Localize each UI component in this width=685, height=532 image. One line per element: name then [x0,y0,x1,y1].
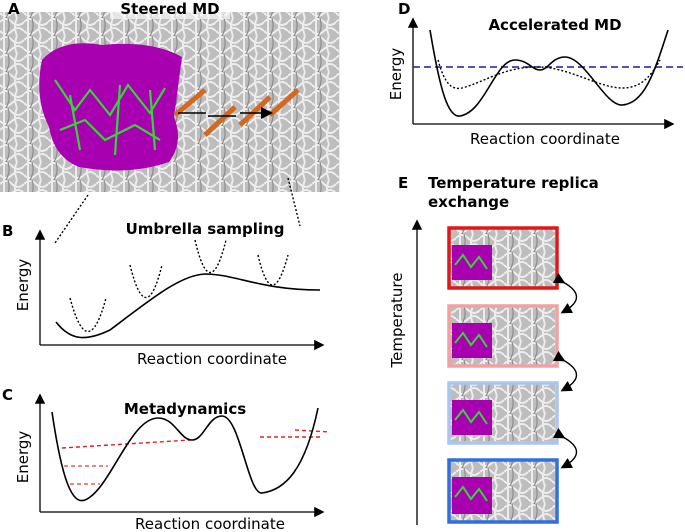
panel-title: Umbrella sampling [126,220,285,238]
panel-e: E Temperature replica exchange Temperatu… [388,174,599,525]
replicas [447,226,559,524]
x-axis-label: Reaction coordinate [137,350,287,368]
y-axis-label: Energy [14,431,32,484]
panel-title: Metadynamics [124,400,246,418]
exchange-arrows [552,273,578,469]
panel-letter: C [2,386,13,404]
panel-b: B Umbrella sampling Energy Reaction coor… [2,220,325,368]
panel-title: Steered MD [120,0,219,18]
panel-a: A Steered MD [0,0,340,244]
pull-springs [173,88,300,137]
y-axis-label: Energy [14,259,32,312]
y-axis-label: Energy [387,48,405,101]
y-axis-label: Temperature [388,272,406,368]
panel-title: Accelerated MD [488,16,621,34]
protein [39,43,182,171]
pull-arrows [178,113,270,116]
panel-title: Temperature replica [428,174,599,192]
panel-letter: B [2,222,13,240]
x-axis-label: Reaction coordinate [135,515,285,532]
panel-c: C Metadynamics Energy Reaction coordinat… [2,386,331,532]
panel-title: exchange [428,193,509,211]
panel-d: D Accelerated MD Energy Reaction coordin… [387,0,683,148]
x-axis-label: Reaction coordinate [470,130,620,148]
zoom-lines [54,177,301,244]
panel-letter: E [398,174,408,192]
panel-letter: A [8,0,20,18]
panel-letter: D [398,0,410,18]
protein-helices [54,79,166,156]
